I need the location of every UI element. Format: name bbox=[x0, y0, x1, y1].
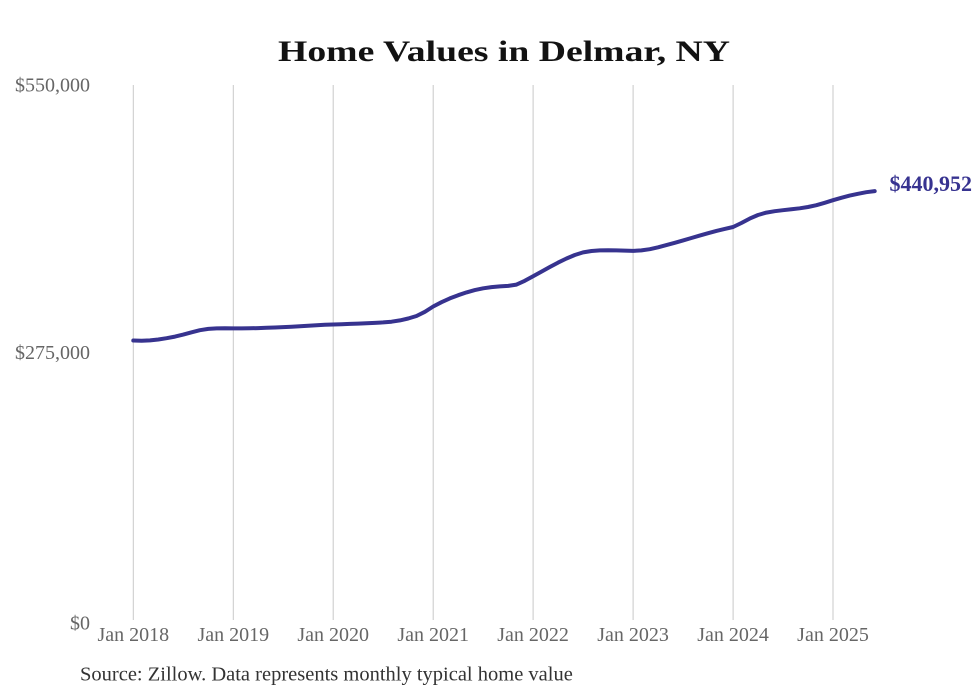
svg-text:Jan 2019: Jan 2019 bbox=[197, 624, 269, 646]
svg-text:Jan 2020: Jan 2020 bbox=[297, 624, 369, 646]
svg-text:Home Values in Delmar, NY: Home Values in Delmar, NY bbox=[278, 35, 730, 68]
svg-text:Source: Zillow. Data represent: Source: Zillow. Data represents monthly … bbox=[80, 664, 573, 686]
svg-text:Jan 2022: Jan 2022 bbox=[497, 624, 569, 646]
svg-text:$275,000: $275,000 bbox=[15, 342, 90, 364]
svg-text:Jan 2024: Jan 2024 bbox=[697, 624, 769, 646]
svg-text:Jan 2023: Jan 2023 bbox=[597, 624, 669, 646]
svg-text:Jan 2025: Jan 2025 bbox=[797, 624, 869, 646]
svg-text:$440,952: $440,952 bbox=[890, 171, 973, 196]
svg-text:$550,000: $550,000 bbox=[15, 75, 90, 97]
svg-text:Jan 2018: Jan 2018 bbox=[97, 624, 169, 646]
svg-text:Jan 2021: Jan 2021 bbox=[397, 624, 469, 646]
svg-text:$0: $0 bbox=[70, 613, 90, 635]
